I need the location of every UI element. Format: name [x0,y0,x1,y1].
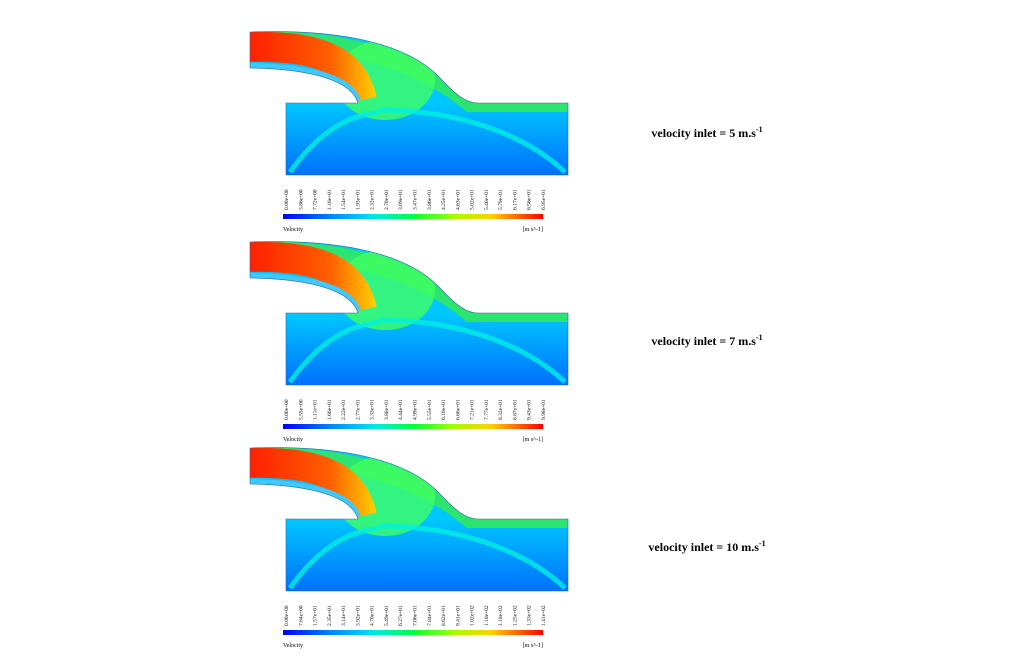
colorbar-tick-label: 7.72e+00 [313,189,319,210]
colorbar-tick-label: 3.14e+01 [341,605,347,626]
colorbar-tick-label: 6.66e+01 [455,399,461,420]
colorbar-tick-label: 1.66e+01 [327,399,333,420]
colorbar-unit: [m s^-1] [523,227,543,233]
outline [249,31,569,176]
colorbar-tick-label: 3.86e+00 [298,189,304,210]
colorbar-tick-label: 2.70e+01 [384,189,390,210]
colorbar-tick-label: 8.87e+01 [512,399,518,420]
colorbar-tick-label: 6.17e+01 [512,189,518,210]
colorbar-tick-label: 4.25e+01 [441,189,447,210]
colorbar-tick-label: 3.33e+01 [370,399,376,420]
colorbar-tick-label: 2.77e+01 [355,399,361,420]
caption-sup: -1 [759,539,766,548]
colorbar-tick-label: 3.86e+01 [427,189,433,210]
jet [250,447,377,521]
colorbar-tick-label: 6.10e+01 [441,399,447,420]
colorbar-tick-label: 6.95e+01 [541,189,547,210]
colorbar-tick-label: 4.99e+01 [413,399,419,420]
colorbar-tick-label: 1.41e+02 [541,605,547,626]
colorbar-tick-label: 3.47e+01 [413,189,419,210]
colorbar-tick-label: 1.33e+02 [527,605,533,626]
colorbar-tick-label: 1.10e+02 [484,605,490,626]
colorbar-tick-label: 7.21e+01 [470,399,476,420]
panel: 0.00e+00 5.55e+00 1.11e+01 1.66e+01 2.22e+01… [249,241,569,443]
arc-right [379,523,567,590]
caption: velocity inlet = 5 m.s-1 [651,125,762,140]
arc-left [287,525,381,590]
arc-left [287,319,381,384]
colorbar-tick-label: 4.70e+01 [370,605,376,626]
caption: velocity inlet = 10 m.s-1 [648,539,765,554]
panel: 0.00e+00 7.84e+00 1.57e+01 2.35e+01 3.14e+01… [249,447,569,649]
colorbar-tick-label: 5.49e+01 [384,605,390,626]
colorbar-variable: Velocity [283,227,303,233]
caption-text: velocity inlet = 5 m.s [651,126,756,140]
colorbar-tick-label: 1.16e+01 [327,189,333,210]
panel: 0.00e+00 3.86e+00 7.72e+00 1.16e+01 1.54e+01… [249,31,569,233]
colorbar-tick-label: 3.09e+01 [398,189,404,210]
colorbar-tick-label: 7.06e+01 [413,605,419,626]
contour [250,31,568,175]
caption-text: velocity inlet = 10 m.s [648,540,759,554]
colorbar [283,214,543,219]
colorbar-tick-label: 1.02e+02 [470,605,476,626]
colorbar-tick-label: 5.79e+01 [498,189,504,210]
colorbar [283,424,543,429]
colorbar [283,630,543,635]
arc-right [379,107,567,174]
contour [250,241,568,385]
caption: velocity inlet = 7 m.s-1 [651,333,762,348]
colorbar-tick-label: 9.41e+01 [455,605,461,626]
colorbar-tick-label: 0.00e+00 [284,605,290,626]
colorbar-tick-label: 7.84e+01 [427,605,433,626]
colorbar-tick-label: 0.00e+00 [284,189,290,210]
jet [250,241,377,315]
arc-left [287,109,381,174]
caption-text: velocity inlet = 7 m.s [651,334,756,348]
caption-sup: -1 [756,125,763,134]
colorbar-tick-label: 2.22e+01 [341,399,347,420]
colorbar-tick-label: 8.62e+01 [441,605,447,626]
colorbar-unit: [m s^-1] [523,437,543,443]
colorbar-tick-label: 2.32e+01 [370,189,376,210]
colorbar-tick-label: 3.88e+01 [384,399,390,420]
colorbar-tick-label: 4.44e+01 [398,399,404,420]
colorbar-tick-label: 1.57e+01 [313,605,319,626]
colorbar-unit: [m s^-1] [523,643,543,649]
colorbar-tick-label: 3.92e+01 [355,605,361,626]
colorbar-tick-label: 7.84e+00 [298,605,304,626]
colorbar-tick-label: 9.43e+01 [527,399,533,420]
colorbar-tick-label: 1.54e+01 [341,189,347,210]
colorbar-tick-label: 5.02e+01 [470,189,476,210]
colorbar-tick-label: 6.27e+01 [398,605,404,626]
colorbar-tick-label: 1.93e+01 [355,189,361,210]
colorbar-tick-label: 1.18e+02 [498,605,504,626]
colorbar-tick-label: 8.32e+01 [498,399,504,420]
arc-right [379,317,567,384]
colorbar-tick-label: 5.55e+00 [298,399,304,420]
contour [250,447,568,591]
colorbar-tick-label: 6.56e+01 [527,189,533,210]
jet [250,31,377,105]
colorbar-tick-label: 4.63e+01 [455,189,461,210]
colorbar-variable: Velocity [283,437,303,443]
outline [249,447,569,592]
outline [249,241,569,386]
colorbar-variable: Velocity [283,643,303,649]
colorbar-tick-label: 2.35e+01 [327,605,333,626]
colorbar-tick-label: 0.00e+00 [284,399,290,420]
colorbar-tick-label: 5.40e+01 [484,189,490,210]
colorbar-tick-label: 9.98e+01 [541,399,547,420]
colorbar-tick-label: 1.25e+02 [512,605,518,626]
colorbar-tick-label: 5.55e+01 [427,399,433,420]
colorbar-tick-label: 7.77e+01 [484,399,490,420]
colorbar-tick-label: 1.11e+01 [313,399,319,420]
caption-sup: -1 [756,333,763,342]
